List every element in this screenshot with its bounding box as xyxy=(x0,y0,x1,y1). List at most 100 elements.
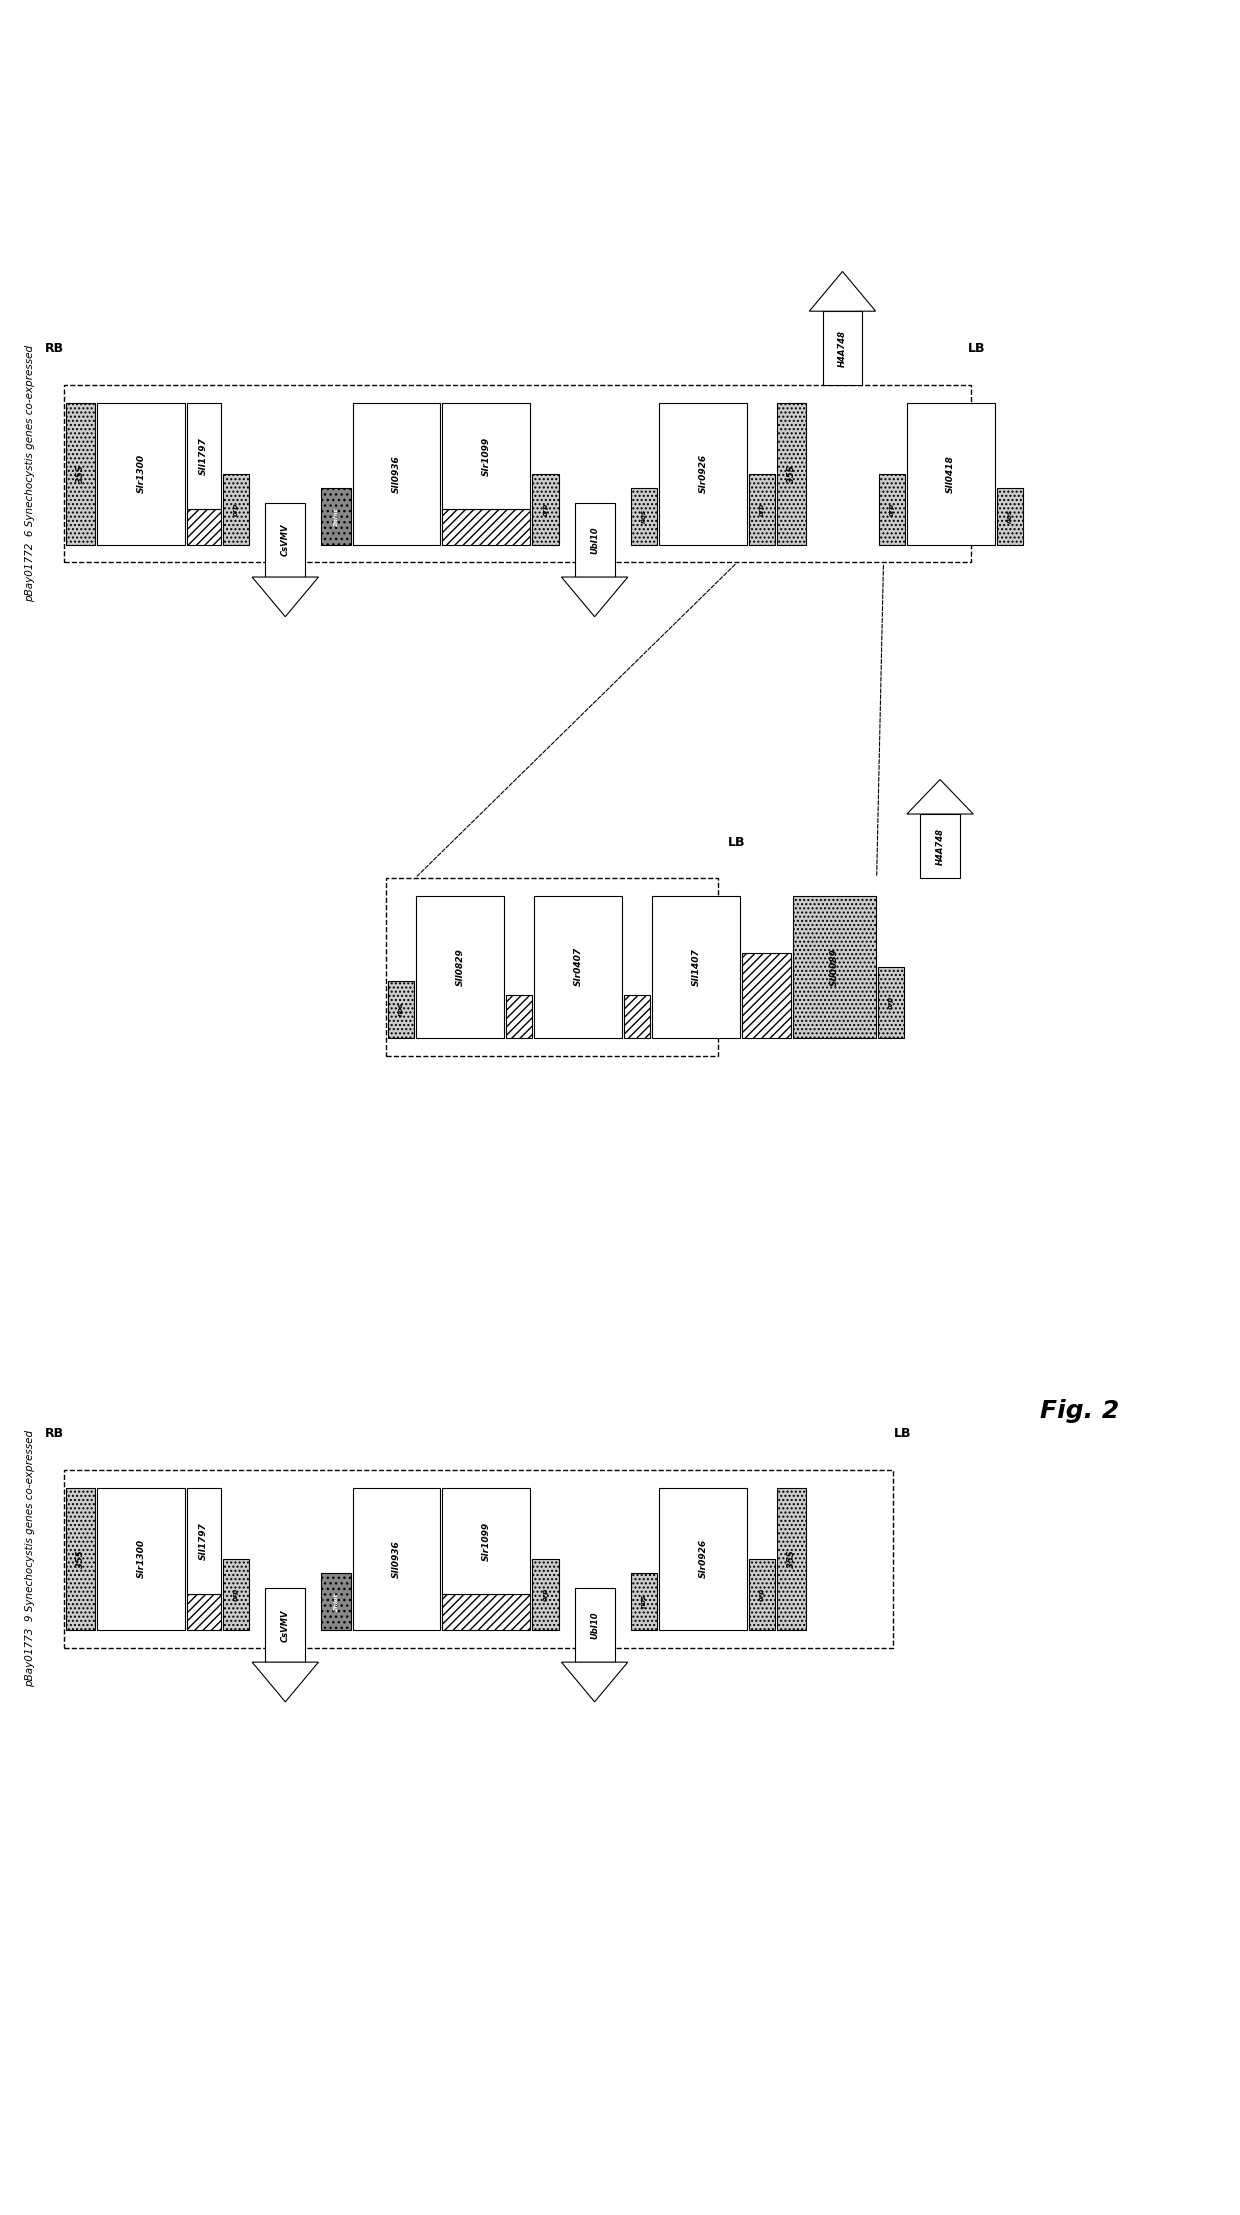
Text: orp: orp xyxy=(542,1588,548,1601)
Text: 35S: 35S xyxy=(76,1550,84,1568)
Polygon shape xyxy=(252,1661,319,1701)
Text: 2hint: 2hint xyxy=(334,507,339,525)
Bar xyxy=(265,503,305,578)
FancyBboxPatch shape xyxy=(749,474,775,545)
FancyBboxPatch shape xyxy=(742,952,791,1039)
Text: Fig. 2: Fig. 2 xyxy=(1039,1400,1118,1422)
Text: Sll1407: Sll1407 xyxy=(692,948,701,986)
Text: Sll0936: Sll0936 xyxy=(392,1539,401,1577)
Text: LB: LB xyxy=(728,835,745,848)
Text: pBay01772  6 Synechocystis genes co-expressed: pBay01772 6 Synechocystis genes co-expre… xyxy=(25,346,35,602)
FancyBboxPatch shape xyxy=(97,1488,185,1630)
FancyBboxPatch shape xyxy=(321,487,351,545)
FancyBboxPatch shape xyxy=(63,385,971,563)
FancyBboxPatch shape xyxy=(532,1559,558,1630)
FancyBboxPatch shape xyxy=(624,995,650,1039)
FancyBboxPatch shape xyxy=(652,895,740,1039)
FancyBboxPatch shape xyxy=(658,1488,746,1630)
Text: 35S: 35S xyxy=(76,465,84,483)
FancyBboxPatch shape xyxy=(352,1488,440,1630)
Bar xyxy=(920,815,960,877)
Text: orp: orp xyxy=(889,503,895,516)
Text: Slr1099: Slr1099 xyxy=(482,1522,491,1562)
FancyBboxPatch shape xyxy=(97,403,185,545)
FancyBboxPatch shape xyxy=(631,487,657,545)
FancyBboxPatch shape xyxy=(534,895,622,1039)
Text: Sll0089: Sll0089 xyxy=(830,948,838,986)
Text: RB: RB xyxy=(45,1426,63,1440)
Text: nos: nos xyxy=(641,509,647,523)
FancyBboxPatch shape xyxy=(417,895,503,1039)
Text: LB: LB xyxy=(894,1426,911,1440)
FancyBboxPatch shape xyxy=(658,403,746,545)
FancyBboxPatch shape xyxy=(506,995,532,1039)
Text: H4A748: H4A748 xyxy=(935,828,945,864)
Polygon shape xyxy=(252,578,319,616)
FancyBboxPatch shape xyxy=(749,1559,775,1630)
Text: UbI10: UbI10 xyxy=(590,527,599,554)
Text: 35S: 35S xyxy=(787,465,796,483)
Text: orp: orp xyxy=(888,997,894,1010)
Text: Sll0829: Sll0829 xyxy=(455,948,465,986)
Text: CsVMV: CsVMV xyxy=(280,1608,290,1641)
Text: Slr1300: Slr1300 xyxy=(136,1539,145,1579)
Text: orp: orp xyxy=(233,1588,239,1601)
Text: H4A748: H4A748 xyxy=(838,330,847,365)
Text: Sll1797: Sll1797 xyxy=(200,436,208,474)
Text: orp: orp xyxy=(542,503,548,516)
FancyBboxPatch shape xyxy=(66,403,95,545)
Polygon shape xyxy=(906,780,973,815)
Text: Slr1099: Slr1099 xyxy=(482,436,491,476)
Bar xyxy=(574,1588,615,1661)
FancyBboxPatch shape xyxy=(906,403,994,545)
Text: Slr1300: Slr1300 xyxy=(136,454,145,494)
Text: Sll0418: Sll0418 xyxy=(946,454,955,492)
Text: Slr0407: Slr0407 xyxy=(574,948,583,986)
Bar xyxy=(574,503,615,578)
FancyBboxPatch shape xyxy=(187,509,221,545)
FancyBboxPatch shape xyxy=(66,1488,95,1630)
Text: pBay01773  9 Synechocystis genes co-expressed: pBay01773 9 Synechocystis genes co-expre… xyxy=(25,1431,35,1688)
FancyBboxPatch shape xyxy=(443,403,531,509)
Text: nos: nos xyxy=(398,1003,404,1017)
FancyBboxPatch shape xyxy=(187,1488,221,1595)
Bar xyxy=(822,310,862,385)
Text: orp: orp xyxy=(759,503,765,516)
FancyBboxPatch shape xyxy=(352,403,440,545)
FancyBboxPatch shape xyxy=(321,1573,351,1630)
Text: UbI10: UbI10 xyxy=(590,1613,599,1639)
FancyBboxPatch shape xyxy=(443,1595,531,1630)
FancyBboxPatch shape xyxy=(532,474,558,545)
Text: nos: nos xyxy=(641,1595,647,1608)
FancyBboxPatch shape xyxy=(997,487,1023,545)
FancyBboxPatch shape xyxy=(631,1573,657,1630)
FancyBboxPatch shape xyxy=(443,509,531,545)
Text: nos: nos xyxy=(1007,509,1013,523)
FancyBboxPatch shape xyxy=(386,877,718,1057)
FancyBboxPatch shape xyxy=(388,981,414,1039)
FancyBboxPatch shape xyxy=(443,1488,531,1595)
Text: LB: LB xyxy=(967,343,985,354)
Polygon shape xyxy=(562,578,627,616)
FancyBboxPatch shape xyxy=(792,895,875,1039)
FancyBboxPatch shape xyxy=(777,403,806,545)
FancyBboxPatch shape xyxy=(223,1559,249,1630)
Text: orp: orp xyxy=(233,503,239,516)
FancyBboxPatch shape xyxy=(777,1488,806,1630)
Text: orp: orp xyxy=(759,1588,765,1601)
Text: RB: RB xyxy=(45,343,63,354)
Text: Slr0926: Slr0926 xyxy=(698,1539,708,1579)
FancyBboxPatch shape xyxy=(63,1471,893,1648)
Text: Sll1797: Sll1797 xyxy=(200,1522,208,1559)
FancyBboxPatch shape xyxy=(223,474,249,545)
Polygon shape xyxy=(562,1661,627,1701)
Text: CsVMV: CsVMV xyxy=(280,525,290,556)
FancyBboxPatch shape xyxy=(187,1595,221,1630)
Text: 2hint: 2hint xyxy=(334,1593,339,1610)
FancyBboxPatch shape xyxy=(879,474,905,545)
Polygon shape xyxy=(810,272,875,310)
Bar xyxy=(265,1588,305,1661)
FancyBboxPatch shape xyxy=(187,403,221,509)
Text: 35S: 35S xyxy=(787,1550,796,1568)
Text: Sll0936: Sll0936 xyxy=(392,454,401,492)
